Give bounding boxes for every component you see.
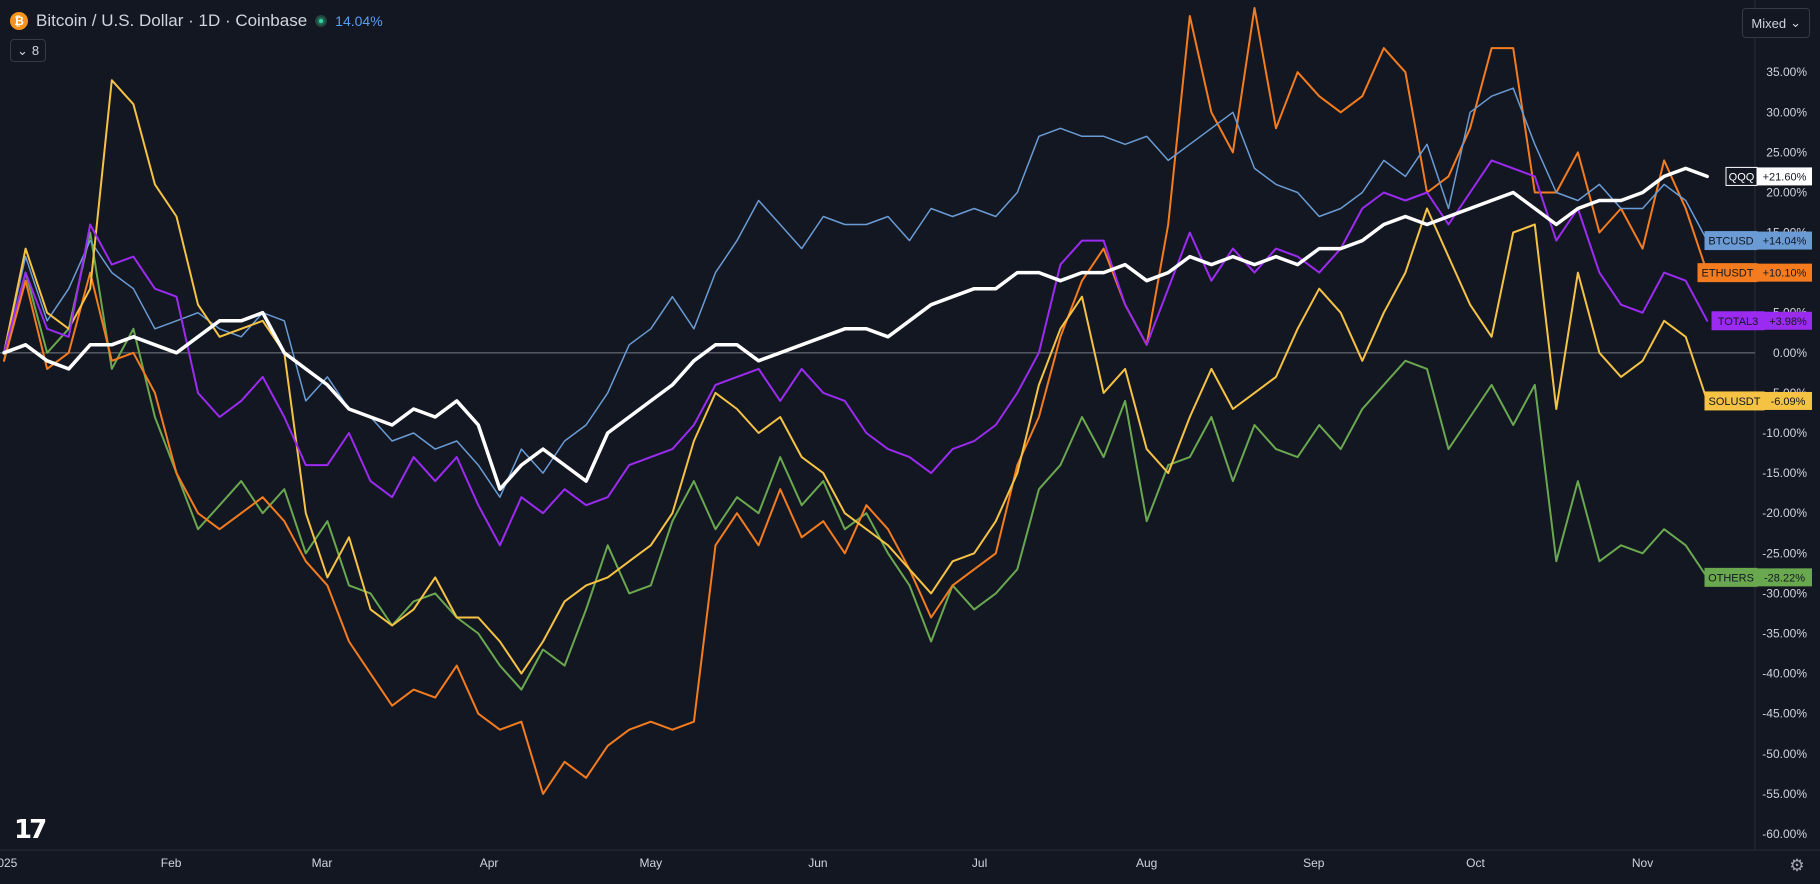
x-tick-label: Aug bbox=[1136, 856, 1157, 870]
series-line-others[interactable] bbox=[3, 231, 1709, 691]
series-last-value-label[interactable]: SOLUSDT -6.09% bbox=[1704, 391, 1812, 411]
series-line-total3[interactable] bbox=[3, 159, 1709, 547]
x-tick-label: Sep bbox=[1303, 856, 1325, 870]
tradingview-logo-icon[interactable]: 17 bbox=[14, 815, 47, 845]
x-tick-label: 2025 bbox=[0, 856, 18, 870]
series-value-tag bbox=[1757, 263, 1812, 282]
x-tick-label: Nov bbox=[1632, 856, 1653, 870]
series-name: ETHUSDT bbox=[1702, 268, 1754, 280]
x-tick-label: Jul bbox=[972, 856, 987, 870]
scale-mode-button[interactable]: Mixed ⌄ bbox=[1742, 8, 1810, 38]
series-last-value-label[interactable]: ETHUSDT +10.10% bbox=[1697, 263, 1812, 283]
series-last-value: -28.22% bbox=[1764, 572, 1805, 584]
collapse-indicators-button[interactable]: ⌄ 8 bbox=[10, 39, 47, 62]
series-value-tag bbox=[1764, 391, 1812, 410]
series-line-qqq[interactable] bbox=[2, 166, 1709, 491]
series-name: OTHERS bbox=[1708, 572, 1754, 584]
scale-mode-label: Mixed bbox=[1751, 15, 1787, 31]
y-tick-label: -45.00% bbox=[1762, 707, 1807, 721]
series-last-value: -6.09% bbox=[1771, 396, 1806, 408]
y-tick-label: -50.00% bbox=[1762, 747, 1807, 761]
series-last-value-label[interactable]: BTCUSD +14.04% bbox=[1704, 231, 1812, 251]
y-tick-label: 20.00% bbox=[1766, 185, 1807, 199]
series-name: BTCUSD bbox=[1708, 236, 1753, 248]
series-last-value: +14.04% bbox=[1763, 236, 1807, 248]
x-tick-label: Feb bbox=[161, 856, 182, 870]
y-tick-label: -25.00% bbox=[1762, 546, 1807, 560]
series-line-solusdt[interactable] bbox=[3, 79, 1709, 675]
market-status-icon[interactable] bbox=[315, 15, 328, 27]
series-last-value-label[interactable]: TOTAL3 +3.98% bbox=[1711, 311, 1812, 331]
series-value-tag bbox=[1757, 231, 1812, 250]
symbol-change: 14.04% bbox=[335, 13, 383, 29]
series-name: SOLUSDT bbox=[1709, 396, 1761, 408]
series-last-value-label[interactable]: QQQ +21.60% bbox=[1725, 166, 1812, 186]
chevron-down-icon: ⌄ bbox=[1790, 15, 1801, 30]
indicator-count: 8 bbox=[31, 43, 40, 58]
x-tick-label: Oct bbox=[1466, 856, 1485, 870]
series-name: TOTAL3 bbox=[1718, 316, 1759, 328]
gear-icon[interactable]: ⚙ bbox=[1789, 856, 1805, 875]
y-tick-label: 30.00% bbox=[1766, 105, 1807, 119]
chart-header: ₿ Bitcoin / U.S. Dollar · 1D · Coinbase … bbox=[10, 9, 383, 33]
symbol-title[interactable]: Bitcoin / U.S. Dollar · 1D · Coinbase bbox=[36, 11, 308, 30]
series-value-tag bbox=[1757, 568, 1812, 587]
series-last-value: +10.10% bbox=[1763, 268, 1807, 280]
x-tick-label: May bbox=[639, 856, 662, 870]
series-value-tag bbox=[1764, 311, 1812, 330]
y-tick-label: -55.00% bbox=[1762, 787, 1807, 801]
x-tick-label: Apr bbox=[480, 856, 499, 870]
y-tick-label: -10.00% bbox=[1762, 426, 1807, 440]
series-line-btcusd[interactable] bbox=[3, 87, 1708, 498]
y-tick-label: -15.00% bbox=[1762, 466, 1807, 480]
series-last-value: +3.98% bbox=[1769, 316, 1807, 328]
chevron-down-icon: ⌄ bbox=[17, 42, 28, 58]
bitcoin-icon: ₿ bbox=[10, 12, 28, 30]
y-tick-label: -30.00% bbox=[1762, 586, 1807, 600]
series-name: QQQ bbox=[1729, 171, 1755, 183]
series-last-value: +21.60% bbox=[1763, 171, 1807, 183]
y-tick-label: -35.00% bbox=[1762, 626, 1807, 640]
y-tick-label: 35.00% bbox=[1766, 65, 1807, 79]
series-value-tag bbox=[1757, 167, 1812, 186]
y-tick-label: -60.00% bbox=[1762, 827, 1807, 841]
y-tick-label: 0.00% bbox=[1773, 346, 1807, 360]
x-tick-label: Mar bbox=[312, 856, 333, 870]
series-last-value-label[interactable]: OTHERS -28.22% bbox=[1704, 567, 1812, 587]
y-tick-label: 25.00% bbox=[1766, 145, 1807, 159]
series-line-ethusdt[interactable] bbox=[3, 7, 1709, 795]
y-tick-label: -40.00% bbox=[1762, 667, 1807, 681]
y-tick-label: -20.00% bbox=[1762, 506, 1807, 520]
x-tick-label: Jun bbox=[808, 856, 827, 870]
